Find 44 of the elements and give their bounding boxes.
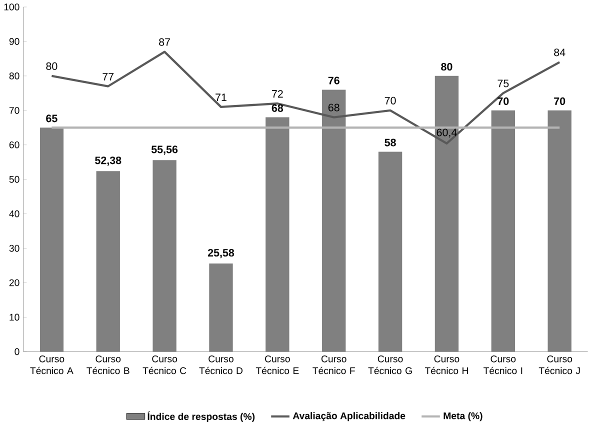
y-tick-label: 20	[9, 279, 20, 286]
y-tick-label: 40	[9, 210, 20, 218]
x-tick-label: Curso Técnico A	[30, 356, 74, 374]
data-label: 77	[102, 73, 114, 80]
y-tick-label: 100	[4, 4, 20, 11]
x-tick-label: Curso Técnico E	[256, 356, 299, 374]
x-tick-label: Curso Técnico I	[484, 356, 522, 374]
legend-label: Índice de respostas (%)	[148, 411, 255, 422]
data-label: 58	[384, 138, 396, 146]
data-label: 80	[46, 62, 58, 70]
data-label: 70	[384, 96, 396, 105]
y-tick-label: 0	[14, 348, 20, 356]
data-label: 52,38	[95, 156, 122, 166]
y-tick-label: 70	[9, 107, 20, 114]
data-label: 71	[216, 94, 226, 102]
y-tick-label: 30	[9, 244, 20, 252]
x-tick-label: Curso Técnico G	[368, 356, 412, 374]
data-label: 68	[328, 104, 340, 112]
x-tick-label: Curso Técnico H	[424, 356, 468, 374]
data-label: 60,4	[436, 128, 457, 138]
y-tick-label: 10	[10, 314, 20, 321]
legend-label: Meta (%)	[444, 412, 482, 422]
x-tick-label: Curso Técnico J	[538, 356, 580, 374]
data-label: 75	[498, 80, 509, 88]
data-label: 55,56	[151, 146, 178, 155]
data-label: 76	[328, 76, 340, 84]
y-tick-label: 80	[9, 72, 20, 80]
y-tick-label: 50	[9, 176, 20, 183]
data-label: 80	[441, 63, 452, 71]
data-label: 65	[46, 114, 58, 122]
data-label: 25,58	[208, 249, 234, 258]
data-label: 72	[272, 90, 283, 98]
y-tick-label: 60	[9, 142, 20, 148]
x-tick-label: Curso Técnico B	[86, 356, 130, 374]
x-tick-label: Curso Técnico F	[312, 356, 355, 374]
data-label: 87	[159, 38, 170, 46]
legend-label: Avaliação Aplicabilidade	[292, 412, 406, 422]
data-label: 70	[498, 98, 509, 106]
data-label: 68	[272, 104, 284, 112]
y-tick-label: 90	[9, 38, 20, 45]
x-tick-label: Curso Técnico D	[199, 356, 243, 374]
x-tick-label: Curso Técnico C	[142, 356, 186, 374]
data-label: 84	[554, 48, 566, 56]
data-label: 70	[554, 98, 566, 106]
